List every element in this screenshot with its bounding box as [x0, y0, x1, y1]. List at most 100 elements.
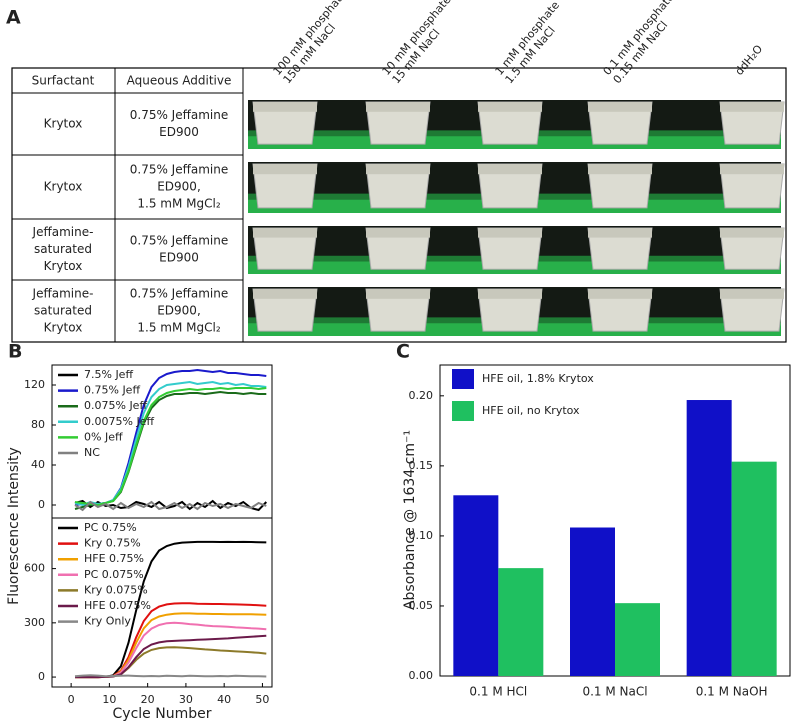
panel-label: C	[396, 341, 410, 363]
table-header: Aqueous Additive	[127, 74, 232, 88]
data-line	[75, 634, 267, 679]
table-cell: 0.75% Jeffamine	[130, 234, 229, 248]
legend-swatch	[452, 369, 474, 389]
y-tick-label: 40	[31, 458, 45, 471]
tube-rim	[366, 164, 430, 175]
legend-label: Kry 0.075%	[84, 583, 148, 596]
legend-label: PC 0.075%	[84, 568, 144, 581]
table-cell: Krytox	[44, 321, 83, 335]
plot-frame	[51, 517, 273, 688]
y-tick-label: 120	[24, 378, 45, 391]
bar	[686, 400, 732, 676]
table-cell: ED900,	[157, 304, 201, 318]
legend-label: 0% Jeff	[84, 430, 123, 443]
x-axis-label: Cycle Number	[113, 706, 212, 722]
x-tick-label: 0.1 M HCl	[469, 685, 527, 699]
tube-rim	[720, 164, 784, 175]
legend-label: 0.0075% Jeff	[84, 415, 154, 428]
table-cell: 0.75% Jeffamine	[130, 287, 229, 301]
bar	[498, 568, 544, 676]
tube-rim	[366, 228, 430, 238]
table-header: Surfactant	[32, 74, 95, 88]
tube-rim	[253, 102, 317, 112]
legend-label: Kry 0.75%	[84, 537, 141, 550]
table-cell: Jeffamine-	[32, 287, 94, 301]
column-label: ddH₂O	[733, 42, 766, 78]
column-label-line: ddH₂O	[733, 42, 766, 78]
y-tick-label: 0.00	[409, 669, 434, 682]
x-tick-label: 0.1 M NaCl	[582, 685, 647, 699]
legend-label: HFE 0.75%	[84, 552, 144, 565]
bar	[570, 527, 615, 676]
x-tick-label: 20	[141, 693, 155, 706]
tube-rim	[588, 289, 652, 299]
table-cell: saturated	[34, 242, 92, 256]
tube-rim	[253, 164, 317, 175]
panel-label: A	[6, 7, 21, 29]
legend-label: 0.075% Jeff	[84, 399, 147, 412]
tube-rim	[478, 164, 542, 175]
table-cell: saturated	[34, 304, 92, 318]
table-cell: 0.75% Jeffamine	[130, 108, 229, 122]
y-tick-label: 80	[31, 418, 45, 431]
y-axis-label: Fluorescence Intensity	[6, 447, 22, 605]
y-tick-label: 300	[24, 616, 45, 629]
table-cell: 0.75% Jeffamine	[130, 163, 229, 177]
table-cell: Krytox	[44, 180, 83, 194]
table-cell: Krytox	[44, 117, 83, 131]
legend-label: HFE oil, no Krytox	[482, 404, 580, 417]
table-cell: ED900	[159, 125, 199, 139]
x-tick-label: 50	[255, 693, 269, 706]
y-tick-label: 0.15	[409, 459, 434, 472]
legend-label: HFE 0.075%	[84, 599, 151, 612]
table-cell: 1.5 mM MgCl₂	[137, 321, 220, 335]
data-line	[74, 674, 267, 678]
data-line	[75, 646, 267, 679]
legend-label: 0.75% Jeff	[84, 384, 140, 397]
table-cell: Krytox	[44, 259, 83, 273]
table-cell: 1.5 mM MgCl₂	[137, 197, 220, 211]
x-tick-label: 0.1 M NaOH	[696, 685, 768, 699]
y-tick-label: 0.05	[409, 599, 434, 612]
data-line	[75, 621, 267, 679]
x-tick-label: 0	[68, 693, 75, 706]
tube-rim	[588, 102, 652, 112]
y-tick-label: 0.10	[409, 529, 434, 542]
y-tick-label: 0	[38, 498, 45, 511]
tube-rim	[478, 102, 542, 112]
tube-rim	[253, 289, 317, 299]
data-line	[74, 386, 267, 507]
legend-label: Kry Only	[84, 615, 131, 628]
tube-rim	[366, 102, 430, 112]
y-tick-label: 0.20	[409, 389, 434, 402]
tube-rim	[720, 102, 784, 112]
table-cell: ED900	[159, 251, 199, 265]
column-label-line: 100 mM phosphate	[271, 0, 349, 78]
tube-rim	[366, 289, 430, 299]
panel-label: B	[8, 341, 22, 363]
data-line	[74, 500, 267, 512]
legend-label: HFE oil, 1.8% Krytox	[482, 372, 594, 385]
table-frame	[11, 67, 787, 343]
legend-swatch	[452, 401, 474, 421]
tube-rim	[253, 228, 317, 238]
y-tick-label: 0	[38, 670, 45, 683]
x-tick-label: 10	[102, 693, 116, 706]
x-tick-label: 40	[217, 693, 231, 706]
table-cell: ED900,	[157, 180, 201, 194]
bar	[453, 495, 499, 676]
tube-rim	[588, 228, 652, 238]
tube-rim	[588, 164, 652, 175]
bar	[731, 461, 777, 676]
tube-rim	[720, 289, 784, 299]
column-label-line: 0.1 mM phosphate	[601, 0, 677, 78]
x-tick-label: 30	[179, 693, 193, 706]
legend-label: 7.5% Jeff	[84, 368, 133, 381]
column-label-line: 10 mM phosphate	[380, 0, 454, 78]
tube-rim	[720, 228, 784, 238]
legend-label: NC	[84, 446, 100, 459]
